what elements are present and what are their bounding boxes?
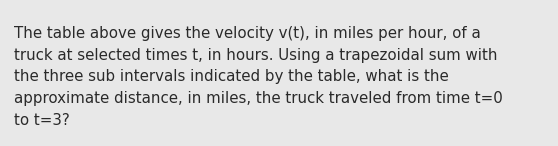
Text: The table above gives the velocity v(t), in miles per hour, of a
truck at select: The table above gives the velocity v(t),… [14, 26, 503, 128]
